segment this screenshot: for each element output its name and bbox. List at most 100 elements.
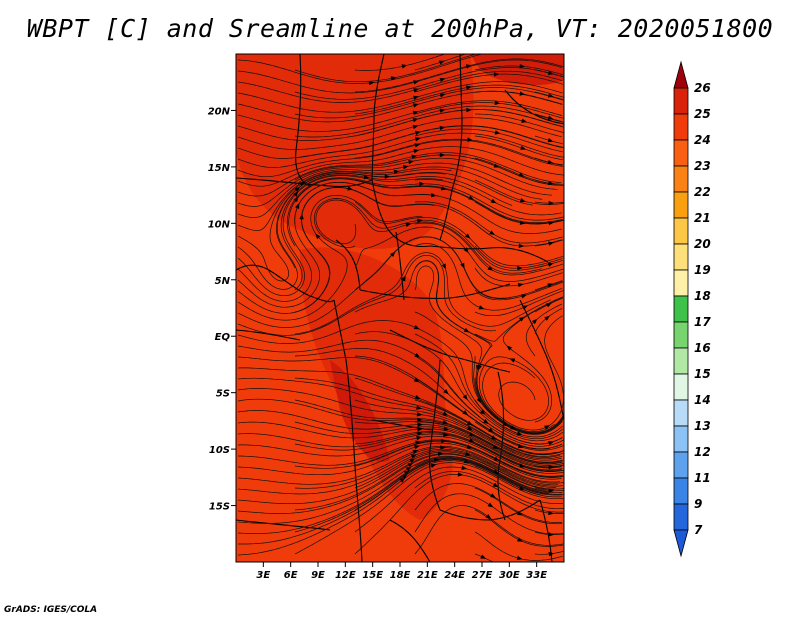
- streamline: [294, 399, 563, 463]
- streamline: [474, 378, 564, 434]
- lat-tick-label: 5S: [216, 389, 230, 400]
- streamline: [415, 421, 563, 465]
- streamline-arrow: [548, 488, 555, 493]
- lon-tick-label: 21E: [417, 570, 438, 581]
- border-line: [389, 519, 431, 562]
- colorbar-swatch: [673, 321, 689, 349]
- streamline: [237, 377, 561, 458]
- streamline: [294, 377, 564, 457]
- colorbar-legend: 26 25 24 23 22 21 20 19 18 17 16 15 14 13 12 11 9 7: [673, 60, 711, 558]
- border-line: [335, 239, 361, 291]
- streamline-arrow: [413, 88, 420, 93]
- streamline-arrow: [544, 315, 550, 321]
- streamline: [237, 166, 543, 231]
- streamline-arrow: [401, 64, 408, 69]
- streamline: [475, 113, 564, 133]
- streamline-arrow: [416, 412, 423, 417]
- streamline: [294, 458, 563, 533]
- streamline: [354, 260, 536, 433]
- streamline: [473, 355, 564, 435]
- streamline: [237, 367, 557, 455]
- border-line: [359, 283, 511, 300]
- streamline-arrow: [490, 198, 497, 204]
- streamline: [414, 333, 564, 440]
- streamline-arrow: [509, 358, 516, 363]
- lat-tick-label: 20N: [208, 106, 231, 117]
- streamline-arrow: [461, 465, 468, 470]
- colorbar-label: 7: [694, 523, 703, 537]
- streamline-arrow: [519, 198, 526, 203]
- streamline-arrow: [467, 137, 473, 142]
- streamline-arrow: [493, 72, 500, 77]
- streamline-arrow: [485, 514, 492, 520]
- colorbar-label: 13: [694, 419, 711, 433]
- colorbar-top-arrow: [673, 60, 689, 89]
- streamline-arrow: [430, 192, 437, 198]
- colorbar-swatch: [673, 217, 689, 245]
- streamline-arrow: [547, 137, 554, 143]
- streamline-arrow: [413, 445, 420, 450]
- streamline: [414, 179, 562, 216]
- streamline: [474, 290, 564, 317]
- streamline: [237, 187, 435, 314]
- streamline-arrow: [417, 427, 424, 432]
- streamline-arrow: [462, 394, 468, 401]
- streamline: [237, 70, 563, 103]
- streamline: [414, 493, 564, 535]
- colorbar-swatch: [673, 347, 689, 375]
- colorbar-label: 20: [694, 237, 711, 251]
- streamline: [414, 377, 563, 450]
- streamline-arrow: [468, 432, 475, 437]
- lat-tick-label: 15N: [208, 163, 231, 174]
- streamline-arrow: [519, 91, 526, 96]
- colorbar-swatch: [673, 269, 689, 297]
- streamline: [414, 128, 563, 153]
- streamline: [525, 303, 563, 357]
- streamline-arrow: [401, 275, 406, 282]
- streamline-arrow: [417, 218, 423, 223]
- streamline-arrow: [363, 174, 370, 180]
- streamline: [294, 348, 564, 447]
- lon-tick-label: 12E: [335, 570, 356, 581]
- streamline: [354, 450, 563, 489]
- streamline: [474, 443, 563, 472]
- streamline-arrow: [548, 465, 555, 470]
- streamline: [294, 125, 563, 159]
- border-line: [519, 299, 564, 421]
- streamline-arrow: [478, 305, 485, 310]
- border-line: [371, 54, 385, 181]
- streamline: [354, 440, 563, 478]
- streamline-arrow: [299, 181, 306, 187]
- streamline: [237, 453, 554, 514]
- colorbar-swatch: [673, 295, 689, 323]
- streamline: [474, 281, 564, 301]
- streamline-arrow: [399, 477, 406, 483]
- streamline-arrow: [519, 463, 526, 468]
- streamline-arrow: [518, 486, 525, 491]
- streamline-arrow: [466, 85, 472, 90]
- grads-credit: GrADS: IGES/COLA: [4, 605, 98, 615]
- streamline: [354, 466, 563, 533]
- streamline: [313, 198, 555, 271]
- border-line: [371, 179, 431, 248]
- colorbar-label: 24: [694, 133, 711, 147]
- streamline: [354, 54, 445, 71]
- lon-tick-label: 18E: [390, 570, 411, 581]
- streamline: [237, 442, 562, 480]
- streamline: [237, 172, 446, 290]
- lon-tick-label: 33E: [526, 570, 547, 581]
- streamline-arrow: [390, 76, 397, 81]
- streamline-arrow: [522, 305, 528, 310]
- streamline-arrow: [440, 445, 446, 450]
- streamline-arrow: [409, 458, 416, 463]
- streamline-arrow: [548, 241, 554, 246]
- streamline-arrow: [480, 554, 487, 559]
- border-line: [236, 519, 331, 531]
- streamline-arrow: [413, 149, 420, 154]
- colorbar-label: 9: [694, 497, 702, 511]
- colorbar-swatch: [673, 165, 689, 193]
- streamline: [474, 65, 563, 75]
- streamline: [294, 178, 564, 224]
- streamline-arrow: [441, 438, 447, 444]
- streamline: [502, 297, 563, 423]
